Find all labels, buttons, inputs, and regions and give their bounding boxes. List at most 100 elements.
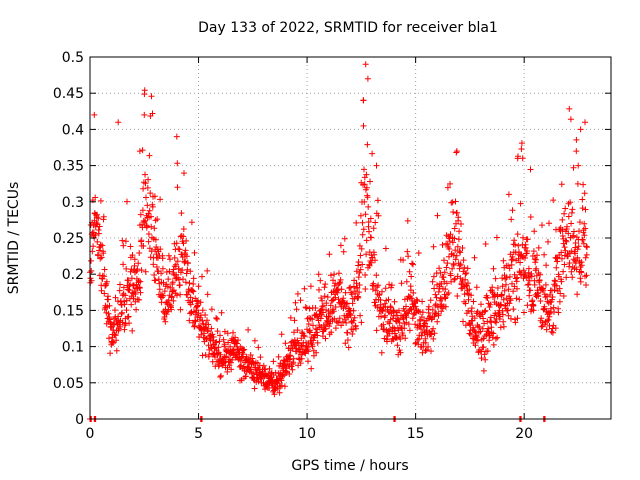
data-point [294, 337, 301, 344]
data-point [146, 152, 153, 159]
data-point [204, 317, 210, 324]
data-point [407, 305, 414, 312]
data-point [413, 296, 420, 303]
data-point [357, 252, 364, 259]
data-point [356, 289, 363, 296]
data-point [528, 273, 535, 280]
data-point [287, 353, 294, 360]
data-point [148, 248, 155, 255]
data-point [414, 297, 421, 304]
data-point [373, 272, 380, 279]
data-point [456, 228, 463, 235]
data-point [552, 325, 559, 332]
data-point [391, 308, 397, 315]
data-point [122, 292, 129, 299]
data-point [535, 293, 542, 300]
data-point [332, 325, 339, 332]
data-point [382, 312, 389, 319]
data-point [123, 265, 130, 272]
data-point [577, 278, 584, 285]
data-point [579, 196, 586, 203]
data-point [579, 236, 586, 243]
data-point [113, 347, 120, 354]
data-point [117, 323, 124, 330]
data-point [470, 298, 477, 305]
data-point [281, 383, 288, 390]
data-point [514, 231, 521, 238]
data-point [290, 355, 297, 362]
data-point [294, 327, 301, 334]
data-point [301, 285, 308, 292]
data-point [482, 241, 489, 247]
data-point [344, 337, 351, 343]
data-point [446, 238, 453, 245]
data-point [338, 286, 345, 293]
data-point [158, 270, 165, 277]
data-point [514, 315, 521, 322]
data-point [517, 259, 524, 266]
data-point [131, 262, 138, 269]
data-point [214, 350, 221, 357]
data-point [106, 302, 113, 309]
data-point [146, 207, 153, 214]
data-point [538, 323, 545, 330]
data-point [120, 242, 127, 249]
data-point [487, 301, 494, 308]
data-point [403, 278, 410, 285]
data-point [297, 346, 304, 353]
data-point [375, 212, 382, 219]
data-point [183, 237, 190, 244]
data-point [208, 325, 215, 332]
data-point [481, 320, 488, 327]
data-point [577, 219, 583, 226]
data-point [583, 272, 590, 279]
data-point [537, 298, 544, 304]
data-point [338, 322, 345, 329]
data-point [548, 287, 555, 294]
data-point [422, 347, 429, 354]
data-point [542, 281, 549, 288]
data-point [95, 252, 102, 259]
data-point [173, 240, 180, 247]
data-point [189, 287, 196, 294]
data-point [166, 268, 173, 275]
data-point [513, 295, 520, 302]
data-point [286, 356, 292, 363]
data-point [294, 290, 301, 297]
data-point [179, 267, 186, 274]
data-point [463, 282, 470, 289]
data-point [505, 286, 512, 293]
data-point [360, 122, 367, 129]
data-point [128, 301, 135, 308]
data-point [543, 262, 550, 269]
data-point [365, 203, 372, 210]
data-point [362, 61, 369, 68]
data-point [332, 304, 339, 310]
data-point [447, 180, 453, 187]
data-point [444, 260, 451, 267]
data-point [257, 354, 264, 361]
data-point [135, 260, 142, 267]
data-point [238, 354, 245, 361]
data-point [474, 334, 481, 341]
data-point [205, 328, 211, 335]
data-point [279, 371, 286, 378]
data-point [563, 274, 570, 281]
data-point [429, 278, 436, 285]
data-point [123, 297, 130, 304]
data-point [527, 214, 534, 220]
data-point [281, 372, 288, 379]
data-point [187, 294, 194, 301]
data-point [195, 298, 202, 305]
data-point [549, 329, 556, 336]
data-point [363, 171, 370, 178]
data-point [187, 268, 194, 275]
data-point [147, 190, 154, 197]
data-point [431, 285, 438, 292]
data-point [215, 344, 222, 351]
data-point [123, 307, 130, 314]
data-point [289, 345, 296, 352]
data-point [359, 219, 366, 226]
data-point [168, 294, 175, 301]
data-point [141, 219, 148, 226]
